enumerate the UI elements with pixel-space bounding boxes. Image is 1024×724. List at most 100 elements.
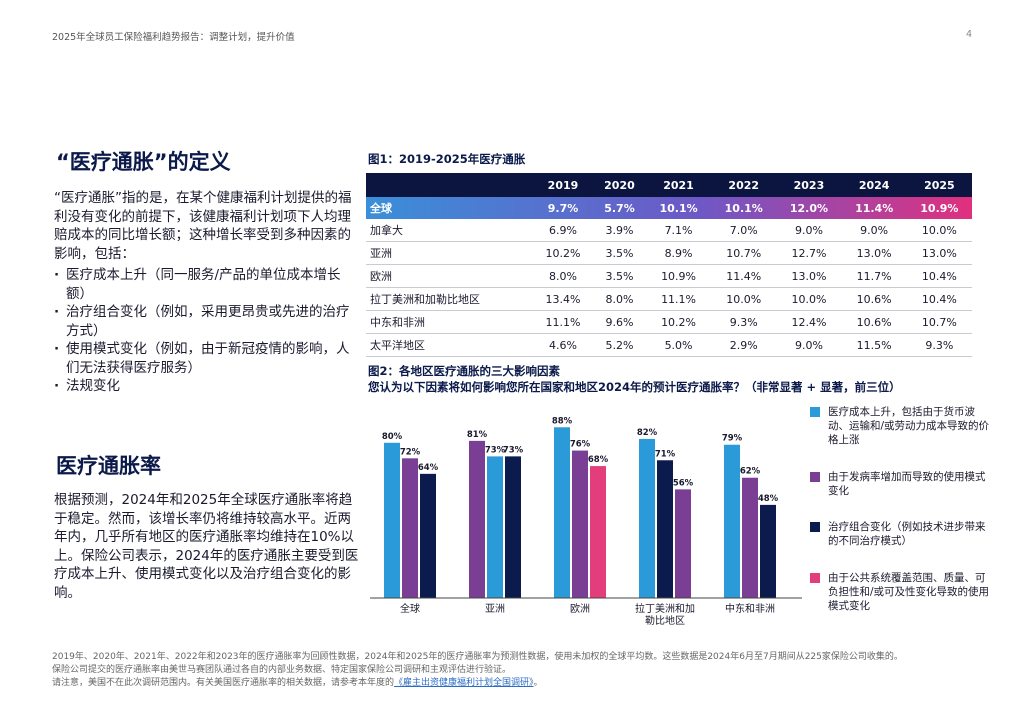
table-row: 太平洋地区 4.6% 5.2% 5.0% 2.9% 9.0% 11.5% 9.3… [366, 333, 972, 357]
table-cell: 9.6% [592, 310, 646, 334]
bar-value-label: 62% [740, 467, 761, 477]
footnote-text: 请注意，美国不在此次调研范围内。有关美国医疗通胀率的相关数据，请参考本年度的 [52, 678, 395, 688]
table-cell: 10.6% [841, 310, 907, 334]
year-header: 2025 [906, 173, 972, 197]
table-cell: 8.0% [533, 264, 593, 288]
table-cell: 11.4% [855, 201, 894, 215]
table-row: 拉丁美洲和加勒比地区 13.4% 8.0% 11.1% 10.0% 10.0% … [366, 287, 972, 311]
chart-bar [760, 504, 776, 598]
table-cell: 10.9% [645, 264, 712, 288]
year-header: 2019 [533, 173, 593, 197]
table-cell: 11.4% [711, 264, 777, 288]
influence-factors-bar-chart: 80% 72% 64% 全球 81% 73%73% 亚洲 88% 76% 68% 欧洲 82% 71% 5… [370, 416, 802, 627]
chart-bar [402, 458, 418, 598]
table-cell: 13.0% [906, 241, 972, 265]
table-cell: 13.0% [776, 264, 842, 288]
footnote-line: 2019年、2020年、2021年、2022年和2023年的医疗通胀率为回顾性数… [52, 652, 903, 662]
table-cell: 10.6% [841, 287, 907, 311]
bar-value-label: 48% [758, 494, 779, 504]
category-axis-label: 欧洲 [570, 603, 590, 615]
legend-label: 治疗组合变化（例如技术进步带来的不同治疗模式） [828, 521, 986, 547]
row-label: 拉丁美洲和加勒比地区 [366, 287, 533, 311]
table-cell: 9.0% [776, 219, 842, 242]
year-header: 2023 [776, 173, 842, 197]
table-header-blank [366, 173, 533, 197]
table-header-row: 2019 2020 2021 2022 2023 2024 2025 [366, 173, 972, 197]
figure2-question: 您认为以下因素将如何影响您所在国家和地区2024年的预计医疗通胀率？（非常显著 … [368, 380, 901, 394]
table-cell: 3.5% [592, 241, 646, 265]
chart-bar [554, 427, 570, 598]
table-cell: 7.0% [711, 219, 777, 242]
bar-value-label: 73% [503, 445, 524, 455]
table-cell: 5.2% [592, 333, 646, 357]
table-cell: 10.2% [533, 241, 593, 265]
table-cell: 10.1% [659, 201, 698, 215]
table-cell: 11.1% [533, 310, 593, 334]
legend-item: 由于发病率增加而导致的使用模式变化 [810, 470, 990, 498]
table-row: 加拿大 6.9% 3.9% 7.1% 7.0% 9.0% 9.0% 10.0% [366, 219, 972, 242]
footnote-text: 。 [533, 678, 543, 688]
legend-item: 由于公共系统覆盖范围、质量、可负担性和/或可及性变化导致的使用模式变化 [810, 571, 990, 613]
legend-item: 医疗成本上升，包括由于货币波动、运输和/或劳动力成本导致的价格上涨 [810, 405, 990, 447]
bar-value-label: 82% [637, 428, 658, 438]
table-cell: 10.4% [906, 287, 972, 311]
survey-report-link[interactable]: 《雇主出资健康福利计划全国调研》 [394, 678, 534, 688]
category-axis-label: 中东和非洲 [725, 602, 775, 615]
footnote-line: 保险公司提交的医疗通胀率由美世马赛团队通过各自的内部业务数据、特定国家保险公司调… [52, 665, 512, 675]
table-cell: 10.7% [906, 310, 972, 334]
medical-inflation-table: 2019 2020 2021 2022 2023 2024 2025 全球 9.… [366, 173, 972, 357]
year-header: 2022 [711, 173, 777, 197]
chart-bar [639, 438, 655, 598]
bullet-item: 医疗成本上升（同一服务/产品的单位成本增长额） [54, 266, 359, 303]
chart-bar [420, 473, 436, 598]
table-cell: 12.0% [789, 201, 829, 215]
page-number: 4 [965, 29, 972, 40]
table-cell: 10.0% [906, 219, 972, 242]
footnotes: 2019年、2020年、2021年、2022年和2023年的医疗通胀率为回顾性数… [52, 651, 982, 690]
table-cell: 12.4% [776, 310, 842, 334]
chart-bar [384, 442, 400, 598]
table-cell: 9.0% [841, 219, 907, 242]
table-cell: 9.3% [906, 333, 972, 357]
bar-value-label: 73% [485, 445, 506, 455]
chart-bar [505, 456, 521, 598]
chart-bar [487, 456, 503, 598]
table-cell: 11.5% [841, 333, 907, 357]
table-cell: 8.0% [592, 287, 646, 311]
table-cell: 9.3% [711, 310, 777, 334]
table-cell: 6.9% [533, 219, 593, 242]
table-cell: 9.7% [547, 201, 579, 215]
bullet-item: 使用模式变化（例如，由于新冠疫情的影响，人们无法获得医疗服务） [54, 340, 359, 377]
category-axis-label: 全球 [400, 602, 420, 615]
table-cell: 13.0% [841, 241, 907, 265]
table-cell: 11.7% [841, 264, 907, 288]
table-cell: 10.2% [645, 310, 712, 334]
table-row: 中东和非洲 11.1% 9.6% 10.2% 9.3% 12.4% 10.6% … [366, 310, 972, 334]
bar-value-label: 76% [570, 440, 591, 450]
definition-paragraph: “医疗通胀”指的是，在某个健康福利计划提供的福利没有变化的前提下，该健康福利计划… [54, 190, 352, 262]
chart-bar [675, 489, 691, 598]
table-cell: 10.4% [906, 264, 972, 288]
row-label: 加拿大 [366, 219, 533, 242]
legend-swatch [810, 522, 820, 532]
inflation-rate-paragraph: 根据预测，2024年和2025年全球医疗通胀率将趋于稳定。然而，该增长率仍将维持… [54, 492, 359, 601]
definition-heading: “医疗通胀”的定义 [56, 150, 231, 174]
table-cell: 5.0% [645, 333, 712, 357]
legend-swatch [810, 573, 820, 583]
bullet-item: 治疗组合变化（例如，采用更昂贵或先进的治疗方式） [54, 303, 359, 340]
table-row-global: 全球 9.7% 5.7% 10.1% 10.1% 12.0% 11.4% 10.… [366, 197, 972, 219]
bar-value-label: 88% [552, 416, 573, 426]
row-label: 中东和非洲 [366, 310, 533, 334]
definition-bullet-list: 医疗成本上升（同一服务/产品的单位成本增长额） 治疗组合变化（例如，采用更昂贵或… [54, 266, 359, 396]
figure2-title: 图2：各地区医疗通胀的三大影响因素 [368, 364, 560, 378]
footnote-line: 请注意，美国不在此次调研范围内。有关美国医疗通胀率的相关数据，请参考本年度的《雇… [52, 677, 982, 690]
table-cell: 5.7% [604, 201, 635, 215]
chart-bar [590, 466, 606, 598]
bar-value-label: 64% [418, 463, 439, 473]
row-label: 全球 [370, 202, 392, 215]
table-cell: 8.9% [645, 241, 712, 265]
table-cell: 9.0% [776, 333, 842, 357]
category-axis-label: 勒比地区 [645, 614, 685, 627]
table-cell: 3.9% [592, 219, 646, 242]
bar-value-label: 72% [400, 447, 421, 457]
